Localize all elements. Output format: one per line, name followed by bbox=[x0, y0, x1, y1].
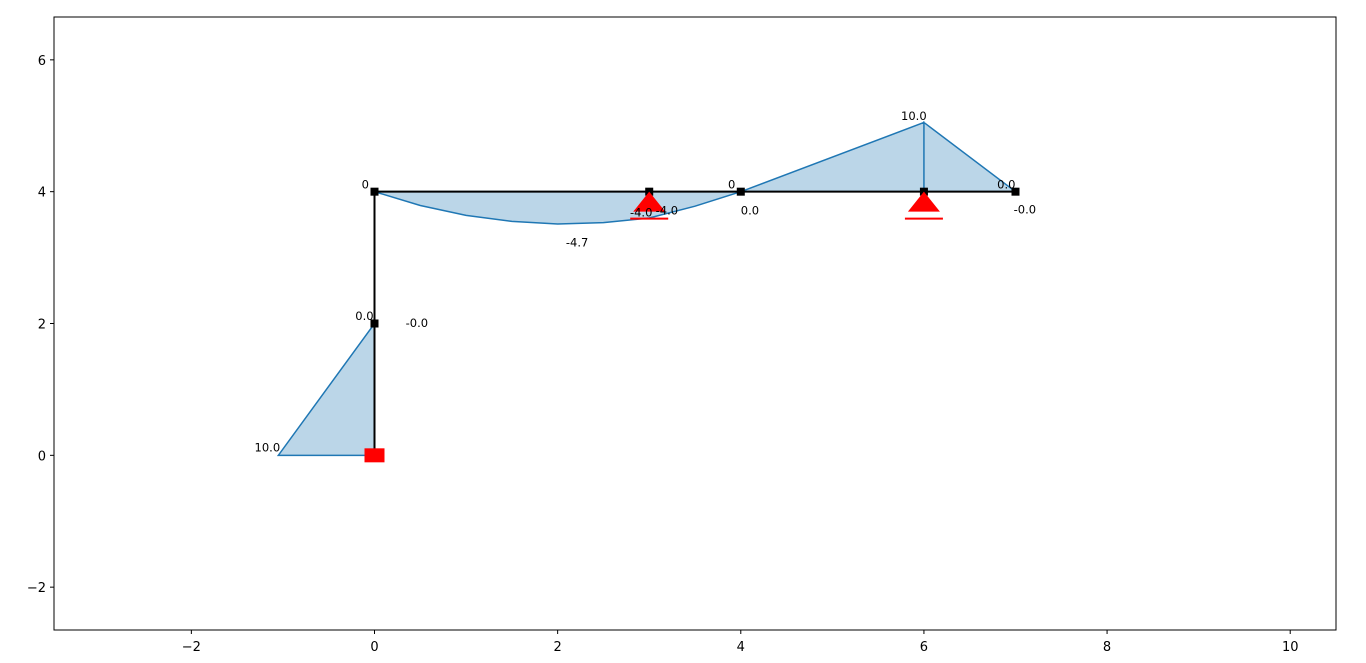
x-tick-label: 2 bbox=[554, 640, 562, 655]
y-tick-label: 6 bbox=[38, 54, 46, 69]
x-tick-label: 6 bbox=[920, 640, 928, 655]
moment-label: 0.0 bbox=[997, 177, 1015, 191]
hinged-support bbox=[633, 191, 666, 212]
y-tick-label: −2 bbox=[27, 581, 46, 596]
moment-label: -0.0 bbox=[1014, 202, 1036, 216]
node bbox=[1011, 187, 1020, 196]
moment-label: -4.0 bbox=[656, 204, 678, 218]
fixed-support bbox=[364, 448, 385, 463]
moment-label: 10.0 bbox=[901, 109, 927, 123]
moment-diagram bbox=[276, 321, 376, 457]
moment-label: 10.0 bbox=[255, 440, 281, 454]
moment-label: 0 bbox=[728, 177, 735, 191]
x-tick-label: 4 bbox=[737, 640, 745, 655]
node bbox=[736, 187, 745, 196]
axes-frame bbox=[53, 16, 1337, 631]
y-tick-label: 4 bbox=[38, 186, 46, 201]
moment-label: -0.0 bbox=[406, 316, 428, 330]
node bbox=[370, 319, 379, 328]
hinged-support bbox=[907, 191, 940, 212]
x-tick-label: 0 bbox=[370, 640, 378, 655]
moment-label: 0.0 bbox=[741, 204, 759, 218]
x-tick-label: 10 bbox=[1282, 640, 1299, 655]
moment-label: -4.0 bbox=[630, 206, 652, 220]
x-tick-label: −2 bbox=[182, 640, 201, 655]
moment-label: 0.0 bbox=[355, 309, 373, 323]
moment-label: 0 bbox=[362, 177, 369, 191]
node bbox=[370, 187, 379, 196]
y-tick-label: 2 bbox=[38, 318, 46, 333]
x-tick-label: 8 bbox=[1103, 640, 1111, 655]
moment-diagram bbox=[374, 120, 1018, 225]
y-tick-label: 0 bbox=[38, 449, 46, 464]
moment-label: -4.7 bbox=[566, 235, 588, 249]
